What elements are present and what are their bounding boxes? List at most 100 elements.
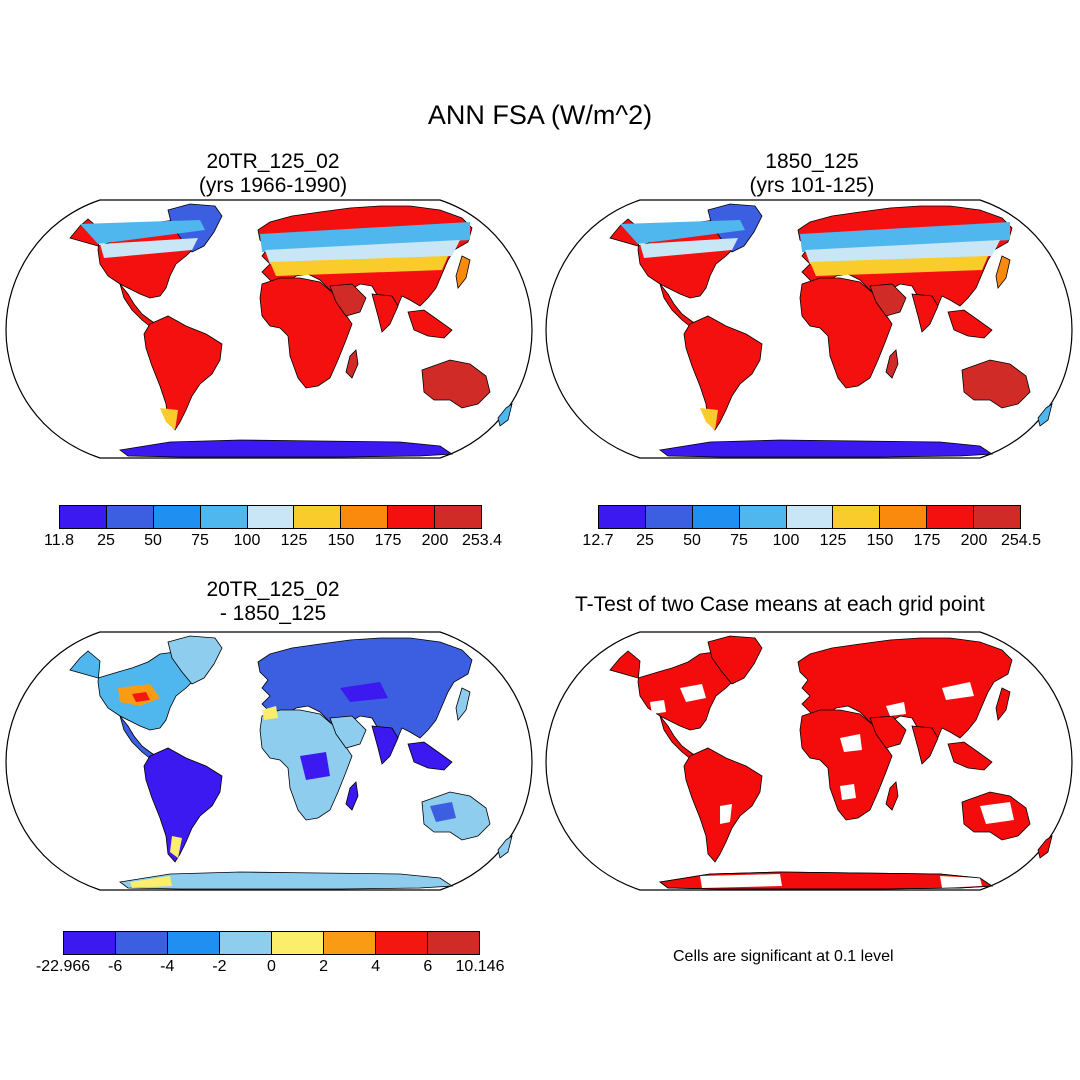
landmass-india — [371, 725, 399, 765]
colorbar-tick-label: 253.4 — [461, 532, 503, 549]
landmass-india — [911, 293, 939, 333]
landmass-arabia — [869, 283, 907, 317]
nonsignificant-area — [980, 802, 1014, 824]
colorbar-tick-label: 10.146 — [455, 958, 505, 975]
field-band — [810, 256, 988, 276]
landmass-seAsia — [407, 741, 453, 771]
colorbar-tick-label: 254.5 — [1000, 532, 1042, 549]
significance-note: Cells are significant at 0.1 level — [673, 948, 894, 965]
landmass-southAmerica — [683, 747, 763, 863]
landmass-arabia — [329, 715, 367, 749]
colorbar-tick-label: 175 — [374, 532, 402, 549]
colorbar-tick-label: 6 — [423, 958, 433, 975]
field-band — [100, 238, 198, 258]
colorbar-swatch — [599, 506, 646, 528]
colorbar-tick-label: 200 — [960, 532, 988, 549]
landmass-nz — [1037, 835, 1053, 859]
colorbar-swatch — [428, 932, 479, 954]
landmass-australia — [961, 359, 1031, 409]
landmass-southAmerica — [143, 315, 223, 431]
field-band — [800, 222, 1010, 252]
colorbar-swatch — [64, 932, 116, 954]
landmass-japan — [995, 687, 1011, 721]
landmass-seAsia — [947, 309, 993, 339]
colorbar-tick-label: -2 — [212, 958, 227, 975]
colorbar-swatch — [974, 506, 1021, 528]
colorbar-tick-label: 75 — [191, 532, 209, 549]
colorbar-tick-label: 100 — [772, 532, 800, 549]
colorbar-tick-label: 0 — [267, 958, 276, 975]
colorbar-tick-label: 12.7 — [582, 532, 614, 549]
colorbar-tick-label: 2 — [319, 958, 329, 975]
landmass-antarctica — [119, 439, 454, 458]
nonsignificant-area — [680, 684, 706, 702]
nonsignificant-area — [940, 876, 982, 888]
colorbar-tick-label: -4 — [160, 958, 175, 975]
landmass-nz — [497, 403, 513, 427]
landmass-antarctica — [119, 871, 454, 890]
colorbar-tick-label: 50 — [144, 532, 162, 549]
colorbar-swatch — [220, 932, 272, 954]
colorbar-tick-label: 150 — [866, 532, 894, 549]
nonsignificant-area — [650, 700, 666, 714]
colorbar-swatch — [294, 506, 342, 528]
colorbar-swatch — [116, 932, 168, 954]
landmass-india — [911, 725, 939, 765]
colorbar-swatch — [376, 932, 428, 954]
colorbar-tick-label: 25 — [97, 532, 115, 549]
colorbar-swatch — [435, 506, 482, 528]
landmass-greenland — [167, 635, 223, 685]
nonsignificant-area — [840, 734, 862, 752]
field-band — [265, 240, 460, 264]
colorbar-tick-label: 125 — [280, 532, 308, 549]
map-panel-bottom-right — [545, 631, 1073, 891]
colorbar-swatch — [168, 932, 220, 954]
colorbar-tick-label: 125 — [819, 532, 847, 549]
nonsignificant-area — [942, 682, 974, 700]
colorbar-swatch — [645, 506, 693, 528]
landmass-arabia — [329, 283, 367, 317]
landmass-arabia — [869, 715, 907, 749]
colorbar-swatch — [692, 506, 740, 528]
landmass-southAmerica — [683, 315, 763, 431]
landmass-seAsia — [947, 741, 993, 771]
colorbar-tick-label: 100 — [233, 532, 261, 549]
field-band — [805, 240, 1000, 264]
colorbar-swatch — [247, 506, 295, 528]
landmass-australia — [421, 359, 491, 409]
landmass-nz — [497, 835, 513, 859]
panel-title-bottom-left: 20TR_125_02 - 1850_125 — [13, 578, 533, 626]
colorbar-swatch — [880, 506, 928, 528]
landmass-madagascar — [885, 349, 899, 379]
landmass-nz — [1037, 403, 1053, 427]
colorbar-swatch — [106, 506, 154, 528]
colorbar-tick-label: 175 — [913, 532, 941, 549]
landmass-africa — [799, 709, 893, 821]
colorbar-tick-label: 75 — [730, 532, 748, 549]
field-band — [160, 408, 178, 430]
landmass-japan — [995, 255, 1011, 289]
colorbar-swatch — [60, 506, 107, 528]
field-patch — [340, 682, 388, 702]
map-panel-top-right — [545, 199, 1073, 459]
landmass-india — [371, 293, 399, 333]
colorbar-swatch — [388, 506, 436, 528]
nonsignificant-area — [840, 784, 856, 800]
field-patch — [262, 706, 278, 720]
landmass-africa — [799, 277, 893, 389]
antarctica-outline — [659, 871, 994, 890]
colorbar-tick-label: 200 — [421, 532, 449, 549]
colorbar-swatch — [153, 506, 201, 528]
landmass-antarctica — [659, 439, 994, 458]
landmass-australia — [421, 791, 491, 841]
colorbar-tick-label: 50 — [683, 532, 701, 549]
nonsignificant-area — [700, 874, 782, 888]
nonsignificant-area — [760, 676, 784, 690]
landmass-madagascar — [885, 781, 899, 811]
field-patch — [130, 876, 172, 888]
panel-title-line2: (yrs 101-125) — [749, 174, 875, 197]
panel-title-line2: - 1850_125 — [219, 602, 327, 625]
field-patch — [170, 836, 182, 858]
colorbar-swatch — [739, 506, 787, 528]
colorbar-swatch — [786, 506, 834, 528]
